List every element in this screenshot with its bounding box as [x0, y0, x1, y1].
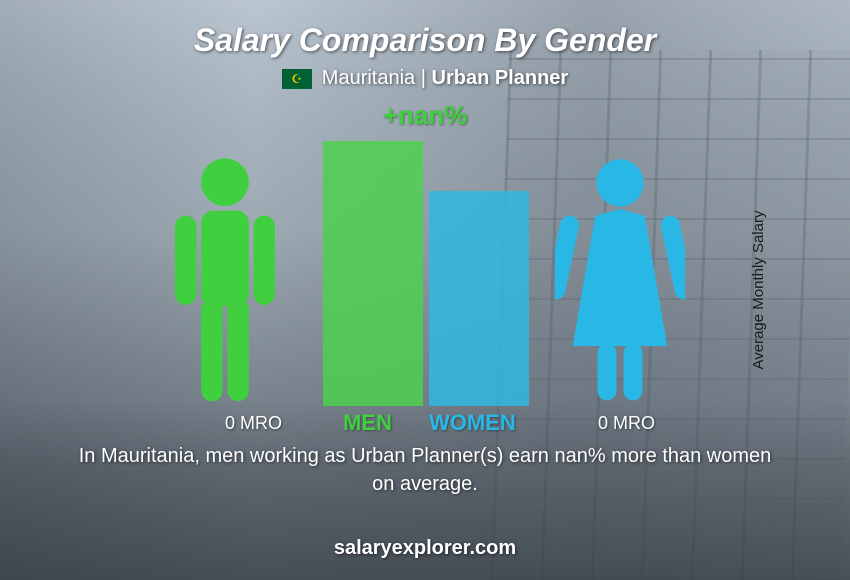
man-arm-left: [175, 216, 196, 305]
women-category-label: WOMEN: [429, 410, 516, 436]
men-value-label: 0 MRO: [225, 413, 282, 434]
woman-icon: [555, 156, 685, 406]
infographic-content: Salary Comparison By Gender ☪ Mauritania…: [0, 0, 850, 580]
separator: |: [415, 67, 431, 89]
man-head: [201, 158, 249, 206]
man-icon: [165, 156, 285, 406]
man-torso: [201, 211, 249, 306]
country-label: Mauritania: [322, 67, 415, 89]
chart-area: +nan% 0 MRO MEN WOMEN 0 MRO: [145, 108, 705, 438]
woman-leg-right: [624, 344, 643, 401]
man-arm-right: [254, 216, 275, 305]
bar-men: [323, 141, 423, 406]
woman-arm-left: [555, 214, 581, 301]
woman-arm-right: [659, 214, 685, 301]
bar-women: [429, 191, 529, 406]
men-category-label: MEN: [343, 410, 392, 436]
woman-head: [596, 159, 643, 206]
man-leg-left: [201, 299, 222, 401]
woman-leg-left: [598, 344, 617, 401]
job-title-label: Urban Planner: [432, 67, 569, 89]
caption-text: In Mauritania, men working as Urban Plan…: [75, 442, 775, 498]
subtitle-row: ☪ Mauritania | Urban Planner: [282, 67, 568, 90]
man-leg-right: [227, 299, 248, 401]
page-title: Salary Comparison By Gender: [194, 22, 656, 59]
women-value-label: 0 MRO: [598, 413, 655, 434]
delta-label: +nan%: [383, 100, 468, 131]
flag-symbol: ☪: [291, 73, 302, 85]
flag-icon: ☪: [282, 69, 312, 89]
woman-dress: [573, 209, 668, 346]
subtitle-text: Mauritania | Urban Planner: [322, 67, 568, 90]
